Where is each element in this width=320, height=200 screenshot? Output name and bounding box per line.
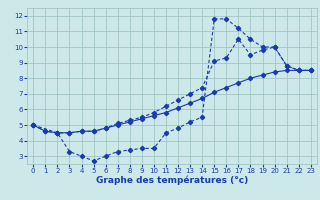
X-axis label: Graphe des températures (°c): Graphe des températures (°c) [96,176,248,185]
